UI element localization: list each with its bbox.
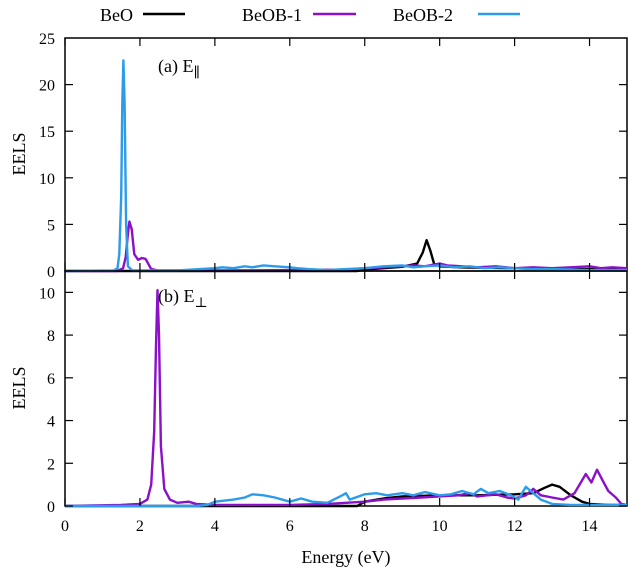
panel-a: 0 5 10 15 20 25 EELS (a) E∥	[9, 31, 628, 281]
panel-b-series-beob-1	[64, 289, 628, 508]
xtick-label-3: 6	[286, 518, 294, 535]
panel-b-ytick-label-3: 6	[47, 371, 55, 388]
xtick-label-0: 0	[61, 518, 69, 535]
panel-a-series-beob-1	[65, 220, 628, 273]
panel-b-label-subscript: ⊥	[194, 296, 207, 311]
xtick-label-2: 4	[211, 518, 219, 535]
panel-b-yticks: 0 2 4 6 8 10	[39, 271, 627, 516]
panel-b-ytick-label-4: 8	[47, 328, 55, 345]
panel-a-ytick-label-4: 20	[39, 78, 55, 95]
panel-a-label: (a) E∥	[158, 56, 200, 81]
panel-a-series-beob-2	[64, 59, 627, 273]
panel-a-ylabel: EELS	[9, 133, 29, 176]
panel-b-frame	[64, 270, 628, 507]
legend-label-beo: BeO	[100, 5, 133, 25]
legend-label-beob1: BeOB-1	[242, 5, 302, 25]
xtick-label-7: 14	[582, 518, 598, 535]
panel-a-ytick-label-1: 5	[47, 217, 55, 234]
panel-b-label-text: (b) E	[158, 286, 194, 307]
xtick-label-6: 12	[507, 518, 523, 535]
panel-b-ytick-label-5: 10	[39, 285, 55, 302]
panel-a-ytick-label-0: 0	[47, 264, 55, 281]
panel-a-ytick-label-5: 25	[39, 31, 55, 48]
panel-a-ytick-label-2: 10	[39, 171, 55, 188]
xtick-label-5: 10	[432, 518, 448, 535]
panel-a-ytick-label-3: 15	[39, 124, 55, 141]
panel-a-series	[64, 59, 628, 273]
x-axis-label: Energy (eV)	[301, 547, 390, 568]
panel-b-ytick-label-2: 4	[47, 414, 55, 431]
panel-a-label-text: (a) E	[158, 56, 193, 77]
legend-label-beob2: BeOB-2	[393, 5, 453, 25]
panel-a-label-subscript: ∥	[193, 65, 199, 81]
panel-b: 0 2 4 6 8 10 EELS (b) E⊥	[9, 270, 628, 516]
panel-a-frame	[64, 37, 628, 272]
panel-b-ylabel: EELS	[9, 367, 29, 410]
panel-b-ytick-label-1: 2	[47, 456, 55, 473]
x-ticks: 0 2 4 6 8 10 12 14	[61, 518, 598, 535]
xtick-label-1: 2	[136, 518, 144, 535]
panel-b-ytick-label-0: 0	[47, 499, 55, 516]
panel-b-series-beob-2	[65, 485, 627, 508]
panel-b-label: (b) E⊥	[158, 286, 208, 311]
xtick-label-4: 8	[361, 518, 369, 535]
panel-b-series	[64, 289, 628, 508]
legend: BeO BeOB-1 BeOB-2	[100, 5, 520, 25]
